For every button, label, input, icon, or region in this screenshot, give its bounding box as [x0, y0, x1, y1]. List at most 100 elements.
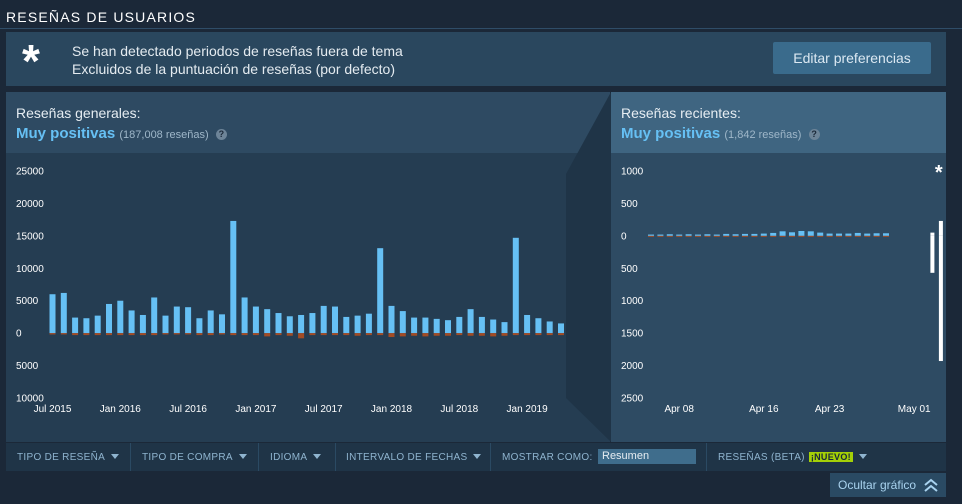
- negative-bar: [779, 235, 786, 237]
- negative-bar: [723, 235, 730, 237]
- negative-bar: [685, 235, 692, 237]
- recent-chart[interactable]: 1000 500 0 500 1000 1500 2000 2500 * Apr 08 Apr 16…: [611, 153, 946, 442]
- negative-bar: [365, 333, 372, 336]
- negative-bar: [704, 235, 711, 237]
- negative-bar: [490, 333, 497, 337]
- positive-bar: [117, 300, 124, 334]
- y-tick-label: 10000: [16, 264, 44, 275]
- positive-bar: [467, 309, 474, 334]
- negative-bar: [657, 235, 664, 237]
- positive-bar: [512, 237, 519, 334]
- negative-bar: [817, 235, 824, 237]
- positive-bar: [264, 309, 271, 334]
- negative-bar: [252, 333, 259, 336]
- negative-bar: [456, 333, 463, 336]
- positive-bar: [94, 315, 101, 334]
- help-icon[interactable]: ?: [808, 129, 820, 140]
- language-filter[interactable]: IDIOMA: [270, 452, 322, 463]
- zoom-connector: [566, 92, 611, 442]
- x-tick-label: Apr 23: [815, 404, 845, 415]
- positive-bar: [807, 231, 814, 236]
- positive-bar: [789, 232, 795, 236]
- negative-bar: [298, 333, 305, 339]
- new-badge: ¡NUEVO!: [808, 452, 853, 462]
- negative-bar: [219, 333, 225, 335]
- negative-bar: [873, 235, 880, 237]
- hide-graph-button[interactable]: Ocultar gráfico: [830, 473, 946, 497]
- caret-down-icon: [473, 454, 482, 459]
- y-tick-label: 1000: [621, 167, 644, 178]
- negative-bar: [377, 333, 384, 336]
- excluded-bar: [938, 235, 943, 362]
- positive-bar: [742, 233, 748, 236]
- y-tick-label: 1500: [621, 329, 644, 340]
- negative-bar: [241, 333, 248, 336]
- y-tick-label: 500: [621, 264, 638, 275]
- y-tick-label: 500: [621, 199, 638, 210]
- overall-review-count: (187,008 reseñas): [119, 129, 209, 141]
- negative-bar: [128, 333, 135, 336]
- excluded-period-shade: [926, 165, 946, 398]
- negative-bar: [798, 235, 805, 237]
- negative-bar: [512, 333, 519, 336]
- positive-bar: [252, 306, 259, 334]
- date-range-filter[interactable]: INTERVALO DE FECHAS: [346, 452, 482, 463]
- negative-bar: [264, 333, 271, 337]
- positive-bar: [162, 315, 169, 334]
- negative-bar: [676, 235, 683, 237]
- beta-reviews-filter[interactable]: RESEÑAS (BETA) ¡NUEVO!: [718, 452, 867, 463]
- caret-down-icon: [238, 454, 247, 459]
- y-tick-label: 2000: [621, 361, 644, 372]
- negative-bar: [524, 333, 531, 336]
- help-icon[interactable]: ?: [215, 129, 227, 140]
- positive-bar: [456, 316, 463, 334]
- negative-bar: [332, 333, 338, 336]
- show-as-label: MOSTRAR COMO:: [502, 452, 593, 463]
- positive-bar: [399, 311, 406, 334]
- positive-bar: [723, 233, 730, 236]
- positive-bar: [433, 318, 440, 334]
- positive-bar: [275, 313, 282, 334]
- negative-bar: [883, 235, 889, 237]
- review-type-filter[interactable]: TIPO DE RESEÑA: [17, 452, 120, 463]
- positive-bar: [332, 306, 338, 334]
- negative-bar: [196, 333, 203, 336]
- offtopic-notice: * Se han detectado periodos de reseñas f…: [6, 32, 946, 86]
- negative-bar: [139, 333, 146, 336]
- negative-bar: [751, 235, 758, 237]
- negative-bar: [173, 333, 180, 335]
- review-filter-bar: TIPO DE RESEÑA TIPO DE COMPRA IDIOMA INT…: [6, 443, 946, 471]
- y-tick-label: 25000: [16, 167, 44, 178]
- negative-bar: [845, 235, 852, 237]
- negative-bar: [388, 333, 395, 338]
- y-tick-label: 5000: [16, 296, 39, 307]
- negative-bar: [83, 333, 90, 336]
- y-tick-label: 1000: [621, 296, 644, 307]
- hide-graph-label: Ocultar gráfico: [838, 478, 917, 492]
- filter-divider: [258, 443, 259, 471]
- x-tick-label: Apr 08: [664, 404, 694, 415]
- negative-bar: [501, 333, 508, 336]
- show-as-select[interactable]: Resumen: [598, 449, 696, 464]
- negative-bar: [789, 235, 795, 237]
- x-tick-label: Jul 2018: [440, 404, 478, 415]
- positive-bar: [83, 318, 90, 334]
- purchase-type-filter[interactable]: TIPO DE COMPRA: [142, 452, 247, 463]
- negative-bar: [826, 235, 833, 237]
- negative-bar: [854, 235, 861, 237]
- negative-bar: [742, 235, 748, 237]
- negative-bar: [49, 333, 56, 335]
- overall-reviews-summary: Muy positivas (187,008 reseñas) ?: [16, 125, 227, 142]
- overall-summary-label: Muy positivas: [16, 125, 116, 142]
- y-tick-label: 20000: [16, 199, 44, 210]
- positive-bar: [732, 234, 739, 236]
- negative-bar: [433, 333, 440, 336]
- negative-bar: [546, 333, 553, 336]
- negative-bar: [732, 235, 739, 237]
- positive-bar: [490, 319, 497, 334]
- edit-preferences-button[interactable]: Editar preferencias: [773, 42, 931, 74]
- positive-bar: [666, 234, 673, 236]
- recent-review-count: (1,842 reseñas): [724, 129, 802, 141]
- overall-reviews-title: Reseñas generales:: [16, 105, 141, 121]
